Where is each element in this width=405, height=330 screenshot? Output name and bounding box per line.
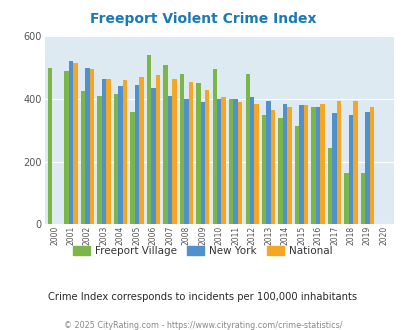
Bar (97, 96, 102, 224)
Bar (151, 88, 155, 224)
Bar (122, 80, 127, 224)
Bar (106, 79, 110, 224)
Bar (348, 115, 352, 224)
Bar (266, 101, 270, 224)
Bar (233, 99, 237, 224)
Bar (369, 107, 373, 224)
Bar (183, 99, 188, 224)
Bar (139, 77, 143, 224)
Bar (331, 113, 336, 224)
Bar (352, 101, 357, 224)
Legend: Freeport Village, New York, National: Freeport Village, New York, National (69, 242, 336, 260)
Bar (73, 63, 77, 224)
Bar (48, 68, 52, 224)
Bar (278, 118, 282, 224)
Bar (245, 74, 249, 224)
Bar (167, 96, 172, 224)
Bar (249, 97, 254, 224)
Bar (228, 99, 233, 224)
Bar (179, 74, 183, 224)
Bar (134, 85, 139, 224)
Bar (196, 83, 200, 224)
Bar (188, 82, 192, 224)
Bar (360, 173, 364, 224)
Bar (303, 105, 307, 224)
Bar (311, 107, 315, 224)
Bar (364, 112, 369, 224)
Bar (172, 79, 176, 224)
Bar (270, 110, 275, 224)
Bar (294, 126, 298, 224)
Bar (64, 71, 68, 224)
Bar (282, 104, 287, 224)
Bar (261, 115, 266, 224)
Bar (163, 65, 167, 224)
Bar (85, 68, 90, 224)
Bar (212, 69, 217, 224)
Bar (320, 104, 324, 224)
Bar (343, 173, 348, 224)
Bar (217, 99, 221, 224)
Bar (146, 55, 151, 224)
Bar (327, 148, 331, 224)
Bar (113, 94, 118, 224)
Bar (81, 91, 85, 224)
Bar (118, 86, 122, 224)
Text: Freeport Violent Crime Index: Freeport Violent Crime Index (90, 12, 315, 25)
Bar (315, 107, 320, 224)
Bar (287, 107, 291, 224)
Bar (298, 105, 303, 224)
Bar (221, 97, 225, 224)
Bar (130, 112, 134, 224)
Bar (90, 69, 94, 224)
Bar (205, 90, 209, 224)
Bar (200, 102, 205, 224)
Bar (336, 101, 340, 224)
Bar (254, 104, 258, 224)
Bar (68, 61, 73, 224)
Text: Crime Index corresponds to incidents per 100,000 inhabitants: Crime Index corresponds to incidents per… (48, 292, 357, 302)
Text: © 2025 CityRating.com - https://www.cityrating.com/crime-statistics/: © 2025 CityRating.com - https://www.city… (64, 321, 341, 330)
Bar (102, 79, 106, 224)
Bar (155, 76, 160, 224)
Bar (237, 102, 242, 224)
